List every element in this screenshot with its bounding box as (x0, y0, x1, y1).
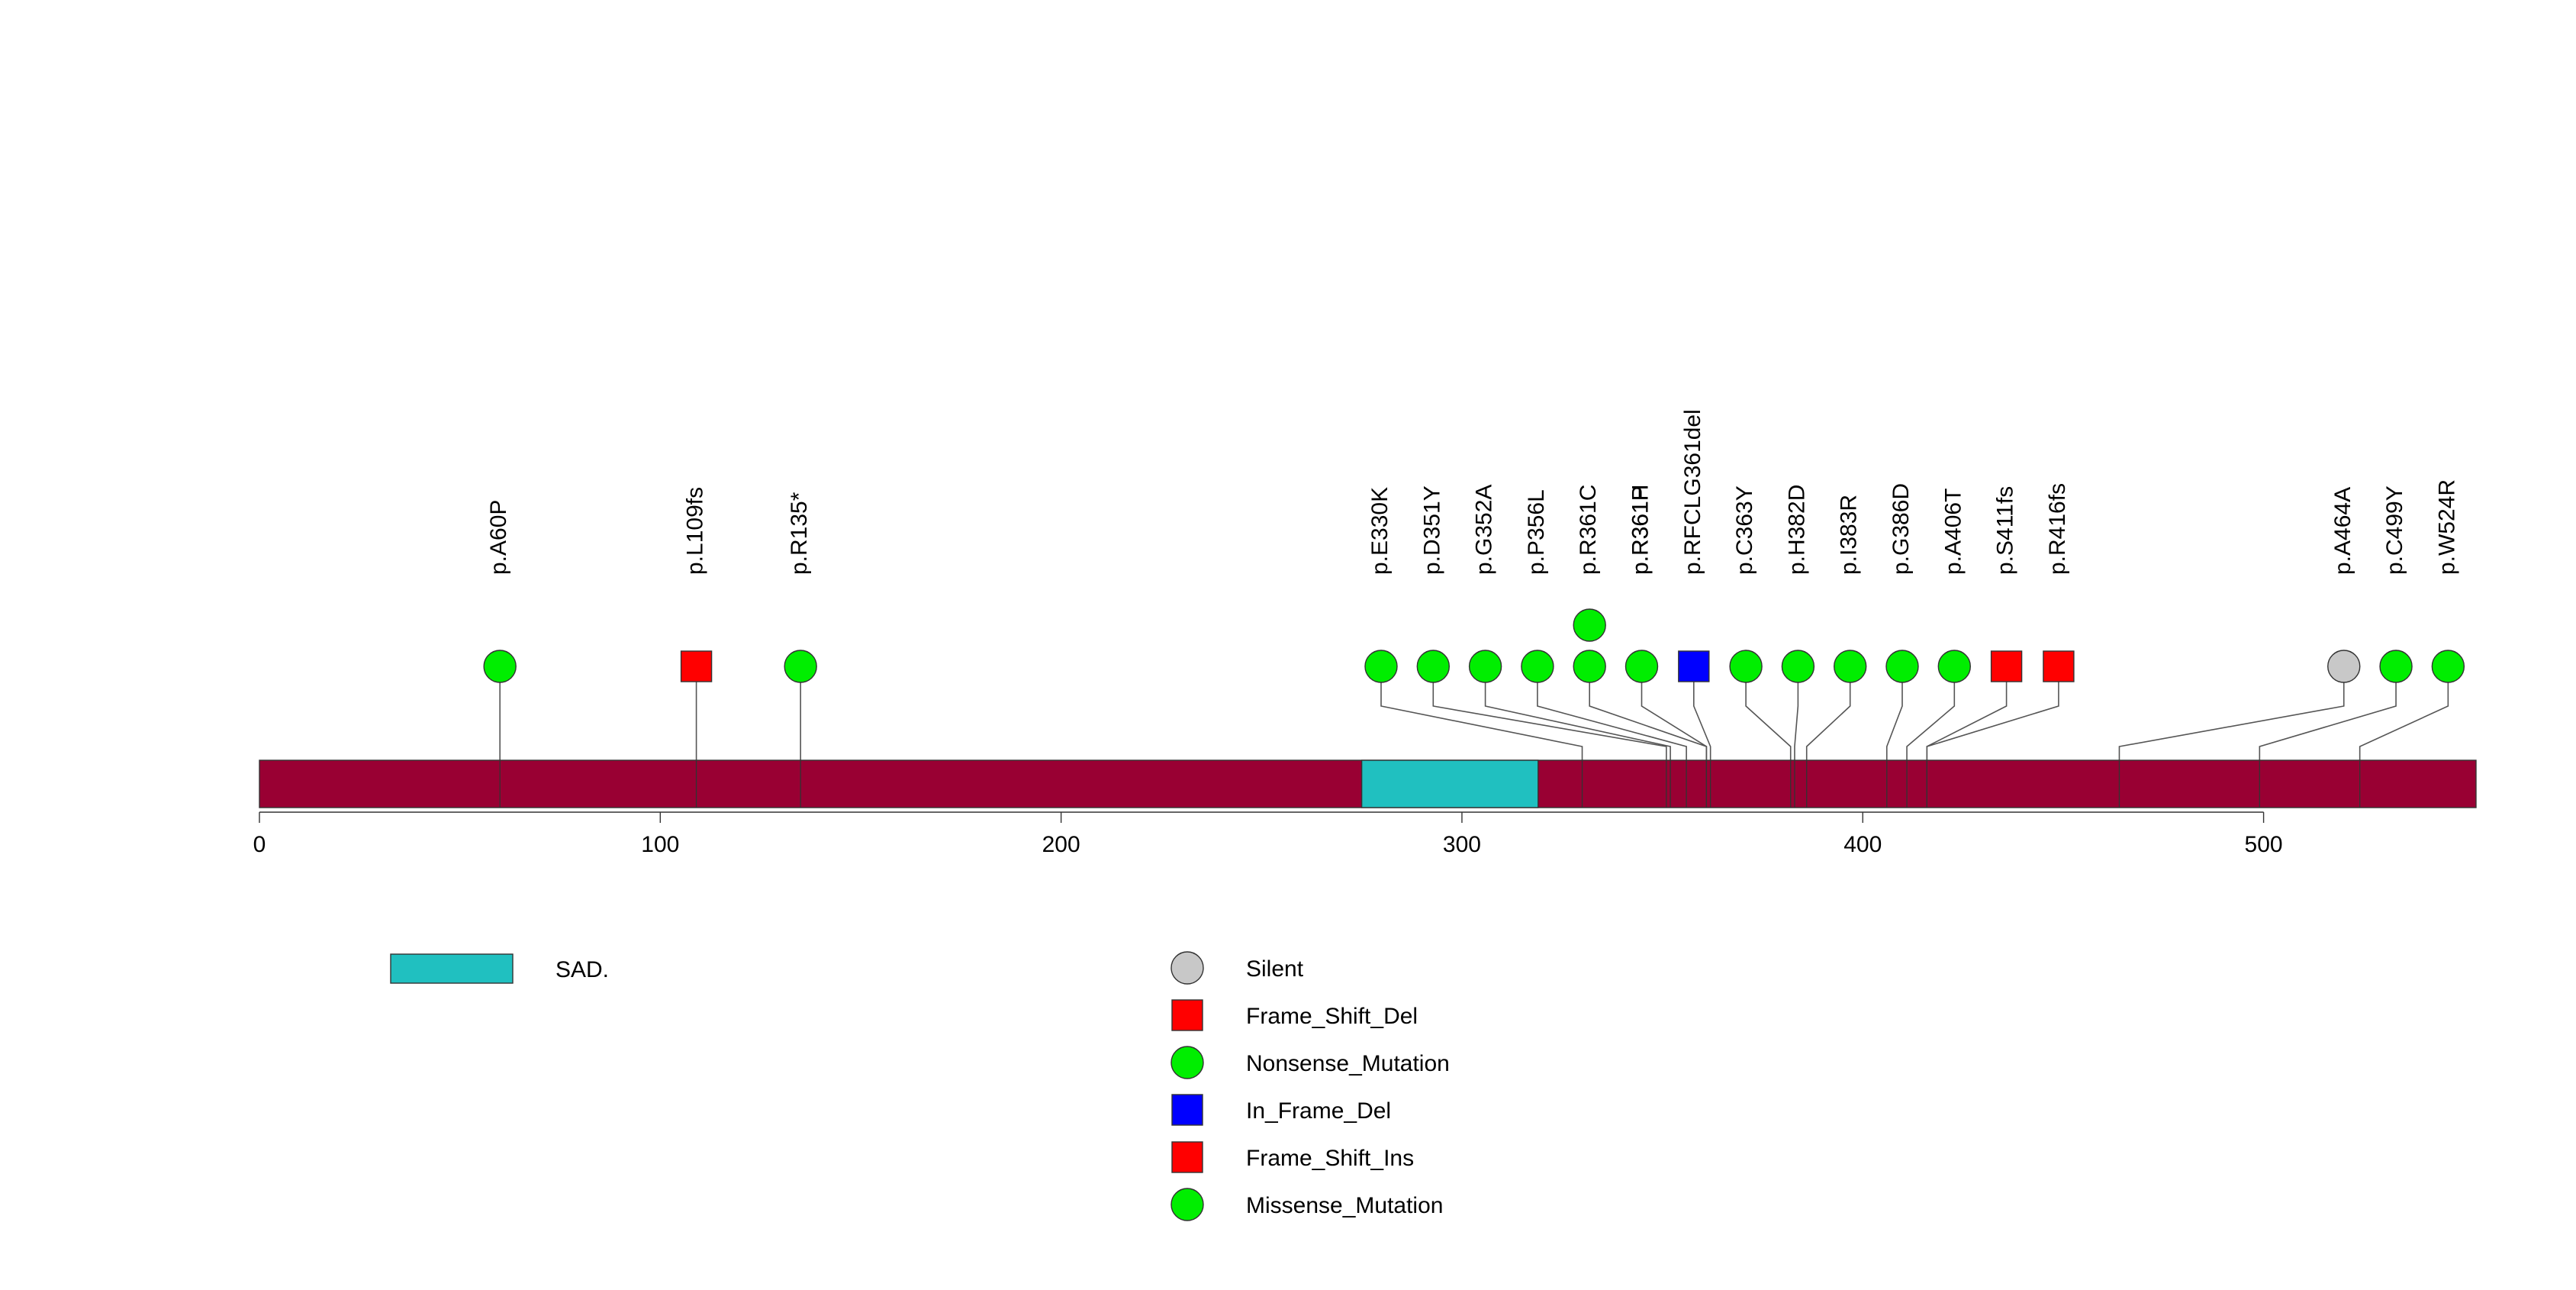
x-tick-label-500: 500 (2245, 832, 2283, 857)
domain-sad[interactable] (1360, 759, 1539, 808)
x-tick-label-100: 100 (641, 832, 679, 857)
mutation-label-p-r361c: p.R361C (1576, 485, 1601, 575)
x-axis: 0 100 200 300 400 500 (253, 811, 2283, 857)
mutation-marker-p-r416fs[interactable] (2043, 650, 2075, 682)
mutation-label-p-r416fs: p.R416fs (2045, 483, 2070, 575)
legend-label-frame-shift-ins: Frame_Shift_Ins (1246, 1146, 1414, 1171)
mutation-marker-p-a464a[interactable] (2327, 650, 2361, 683)
mutation-label-p-r361h: p.R361H (1628, 485, 1653, 575)
mutation-marker-p-l109fs[interactable] (680, 650, 713, 682)
mutation-marker-p-i383r[interactable] (1833, 650, 1867, 683)
legend-symbol-missense-mutation (1170, 1188, 1204, 1221)
mutation-marker-p-h382d[interactable] (1781, 650, 1815, 683)
mutation-marker-p-c499y[interactable] (2379, 650, 2413, 683)
mutation-label-p-r361p: p.R361P (1628, 485, 1653, 575)
legend-symbol-frame-shift-del (1171, 999, 1203, 1031)
mutation-label-p-g386d: p.G386D (1889, 483, 1914, 575)
mutation-marker-p-d351y[interactable] (1416, 650, 1451, 683)
legend-label-sad: SAD. (555, 957, 609, 982)
x-tick-label-200: 200 (1042, 832, 1080, 857)
mutation-label-p-i383r: p.I383R (1837, 495, 1862, 575)
legend-label-frame-shift-del: Frame_Shift_Del (1246, 1004, 1418, 1029)
mutation-marker-p-e330k[interactable] (1364, 650, 1398, 683)
mutation-marker-p-p356l[interactable] (1521, 650, 1554, 683)
protein-backbone-layer (259, 759, 2477, 808)
mutation-label-p-a406t: p.A406T (1940, 489, 1966, 575)
mutation-marker-p-a60p[interactable] (483, 650, 517, 683)
mutation-marker-p-rfclg361del[interactable] (1678, 650, 1710, 682)
mutation-label-p-p356l: p.P356L (1524, 489, 1549, 575)
legend-label-in-frame-del: In_Frame_Del (1246, 1098, 1391, 1124)
mutation-label-p-g352a: p.G352A (1472, 485, 1497, 575)
mutation-label-p-h382d: p.H382D (1784, 485, 1809, 575)
mutation-marker-p-a406t[interactable] (1937, 650, 1972, 683)
mutation-label-p-c499y: p.C499Y (2382, 485, 2407, 575)
mutation-label-p-s411fs: p.S411fs (1993, 486, 2018, 575)
mutation-label-p-r135: p.R135* (787, 492, 812, 575)
mutation-marker-p-g386d[interactable] (1885, 650, 1919, 683)
mutation-marker-p-g352a[interactable] (1468, 650, 1502, 683)
legend-symbol-nonsense-mutation (1170, 1046, 1204, 1079)
mutation-marker-p-w524r[interactable] (2431, 650, 2465, 683)
mutation-marker-p-r361p[interactable] (1624, 650, 1659, 683)
x-tick-label-0: 0 (253, 832, 266, 857)
mutation-label-p-e330k: p.E330K (1367, 487, 1393, 575)
legend-label-silent: Silent (1246, 956, 1304, 982)
mutation-marker-p-r361h[interactable] (1573, 608, 1606, 642)
mutation-label-p-l109fs: p.L109fs (683, 487, 708, 575)
legend-symbol-frame-shift-ins (1171, 1141, 1203, 1173)
mutation-label-p-rfclg361del: p.RFCLG361del (1680, 409, 1705, 575)
mutation-marker-p-s411fs[interactable] (1990, 650, 2023, 682)
mutation-marker-p-c363y[interactable] (1729, 650, 1763, 683)
x-tick-label-400: 400 (1843, 832, 1882, 857)
legend-label-missense-mutation: Missense_Mutation (1246, 1193, 1443, 1218)
mutation-marker-p-r361c[interactable] (1573, 650, 1606, 683)
legend-symbol-silent (1170, 951, 1204, 985)
x-tick-label-300: 300 (1443, 832, 1481, 857)
legend: SAD. Silent Frame_Shift_Del Nonsense_Mutati… (390, 951, 1450, 1221)
mutation-label-p-a464a: p.A464A (2330, 487, 2355, 575)
mutation-markers-layer (483, 608, 2465, 683)
legend-symbol-in-frame-del (1171, 1094, 1203, 1126)
mutation-label-p-d351y: p.D351Y (1419, 485, 1444, 575)
legend-swatch-sad (390, 953, 514, 984)
mutation-marker-p-r135[interactable] (784, 650, 817, 683)
mutation-label-p-c363y: p.C363Y (1732, 485, 1757, 575)
mutation-label-p-w524r: p.W524R (2434, 479, 2459, 575)
mutation-label-p-a60p: p.A60P (486, 500, 511, 575)
legend-label-nonsense-mutation: Nonsense_Mutation (1246, 1051, 1450, 1076)
mutation-labels-layer: p.A60P p.L109fs p.R135* p.E330K p.D351Y p.G35… (486, 409, 2459, 575)
